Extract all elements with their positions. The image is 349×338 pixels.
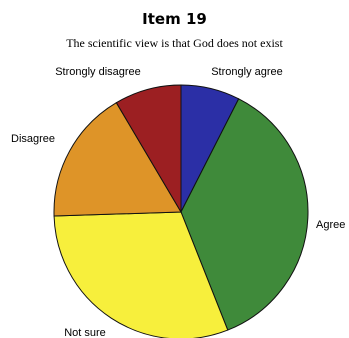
slice-label-agree: Agree — [316, 219, 345, 231]
chart-title: Item 19 — [142, 10, 207, 28]
pie-slice-disagree — [53, 102, 182, 217]
slice-label-strongly-agree: Strongly agree — [211, 66, 283, 78]
slice-label-not-sure: Not sure — [64, 327, 106, 338]
pie-slice-strongly-disagree — [115, 84, 182, 214]
pie-slice-not-sure — [53, 211, 229, 338]
pie-slice-agree — [180, 98, 309, 331]
chart-subtitle: The scientific view is that God does not… — [66, 36, 283, 50]
slice-label-disagree: Disagree — [11, 133, 55, 145]
slice-label-strongly-disagree: Strongly disagree — [55, 66, 141, 78]
